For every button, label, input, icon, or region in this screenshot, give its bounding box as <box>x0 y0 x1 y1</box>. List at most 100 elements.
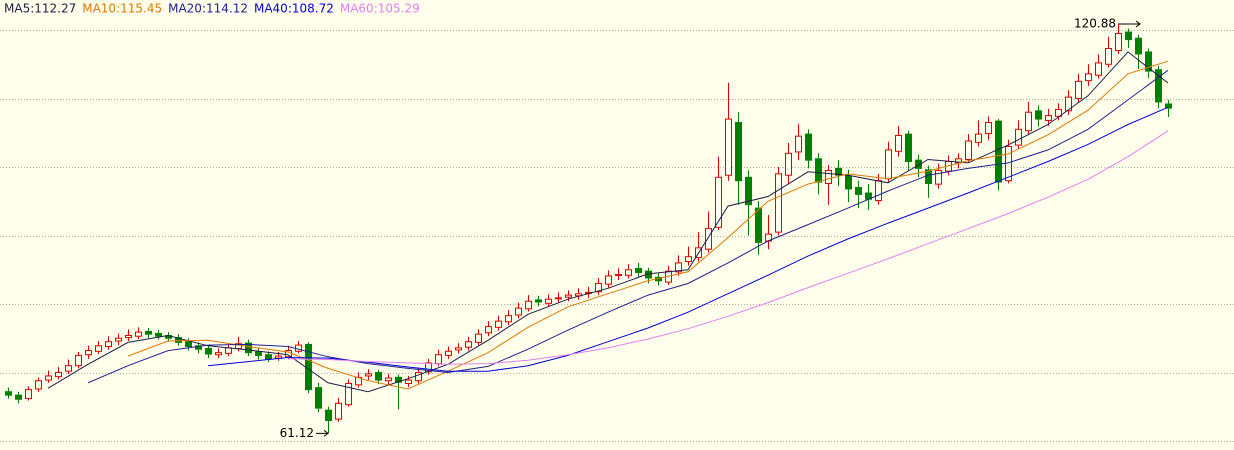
candle-body <box>245 342 252 354</box>
candle-body <box>1115 32 1122 52</box>
candle-body <box>405 379 412 384</box>
candle-body <box>1155 69 1162 103</box>
candle-body <box>1125 31 1132 41</box>
candle-body <box>815 158 822 183</box>
candle-body <box>445 350 452 356</box>
candle-body <box>1085 73 1092 82</box>
candle-body <box>1095 62 1102 76</box>
candle-body <box>35 380 42 390</box>
candle-body <box>535 299 542 303</box>
candle-body <box>155 332 162 337</box>
candle-body <box>575 293 582 297</box>
candle-body <box>1045 115 1052 121</box>
candle-body <box>595 282 602 293</box>
candle-body <box>725 118 732 176</box>
candle-body <box>775 173 782 233</box>
candle-body <box>605 275 612 285</box>
candle-body <box>105 341 112 347</box>
candle-body <box>985 121 992 134</box>
candle-body <box>1065 96 1072 112</box>
candle-body <box>365 373 372 377</box>
candle-body <box>1165 103 1172 109</box>
candle-body <box>845 175 852 190</box>
candle-body <box>315 387 322 409</box>
candle-body <box>65 365 72 372</box>
candle-body <box>745 176 752 206</box>
candle-body <box>905 133 912 163</box>
candle-body <box>185 341 192 347</box>
candle-body <box>385 377 392 382</box>
candle-body <box>515 307 522 316</box>
candle-body <box>455 347 462 351</box>
candle-body <box>415 372 422 382</box>
candle-body <box>995 120 1002 183</box>
min-arrow <box>316 429 329 437</box>
ma-line <box>207 106 1169 372</box>
candle-body <box>345 382 352 406</box>
candle-body <box>1055 108 1062 117</box>
candle-body <box>1105 48 1112 65</box>
candle-body <box>125 335 132 339</box>
candle-body <box>705 228 712 250</box>
candle-body <box>465 341 472 348</box>
candle-body <box>715 176 722 228</box>
legend-entry: MA60:105.29 <box>340 2 420 16</box>
candle-body <box>255 351 262 356</box>
candle-body <box>75 354 82 367</box>
candle-body <box>555 297 562 300</box>
candle-body <box>615 274 622 277</box>
candle-body <box>45 375 52 381</box>
candle-body <box>225 347 232 354</box>
legend-entry: MA20:114.12 <box>168 2 248 16</box>
candle-body <box>145 330 152 335</box>
candle-body <box>55 372 62 378</box>
legend-entry: MA5:112.27 <box>4 2 76 16</box>
candle-body <box>205 348 212 355</box>
candle-body <box>5 391 12 396</box>
candle-body <box>195 345 202 350</box>
candle-body <box>965 140 972 160</box>
candle-body <box>175 337 182 343</box>
candle-body <box>525 300 532 310</box>
ma-line <box>287 130 1169 365</box>
max-arrow <box>1118 20 1141 28</box>
candle-body <box>1135 37 1142 55</box>
candle-body <box>25 389 32 400</box>
candle-body <box>435 354 442 365</box>
legend-entry: MA40:108.72 <box>254 2 334 16</box>
candle-body <box>835 167 842 176</box>
candle-body <box>915 159 922 169</box>
candle-body <box>1015 128 1022 146</box>
candle-body <box>935 169 942 185</box>
candle-body <box>875 180 882 202</box>
candle-body <box>795 135 802 153</box>
candle-body <box>895 135 902 152</box>
candle-body <box>755 207 762 243</box>
candle-body <box>495 320 502 328</box>
candle-body <box>545 298 552 304</box>
candle-body <box>735 121 742 182</box>
candle-body <box>785 152 792 176</box>
candle-body <box>215 352 222 356</box>
candle-body <box>325 409 332 421</box>
candle-body <box>475 333 482 343</box>
candle-body <box>375 372 382 381</box>
candle-body <box>825 169 832 184</box>
candle-body <box>85 350 92 356</box>
candle-body <box>115 337 122 342</box>
candle-body <box>685 256 692 263</box>
candle-body <box>885 149 892 180</box>
candle-body <box>565 294 572 298</box>
min-label: 61.12 <box>280 426 314 440</box>
candle-body <box>1025 111 1032 132</box>
candle-body <box>135 331 142 337</box>
candle-body <box>95 345 102 352</box>
legend-entry: MA10:115.45 <box>82 2 162 16</box>
candle-body <box>505 315 512 323</box>
candle-body <box>975 133 982 143</box>
max-label: 120.88 <box>1074 16 1116 30</box>
ma-line <box>47 51 1169 393</box>
candle-body <box>635 267 642 274</box>
